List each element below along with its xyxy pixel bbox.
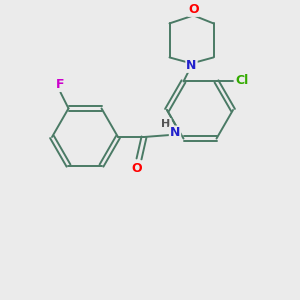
Text: O: O	[132, 161, 142, 175]
Text: N: N	[170, 127, 180, 140]
Text: H: H	[161, 119, 171, 129]
Text: O: O	[188, 3, 199, 16]
Text: N: N	[186, 59, 197, 72]
Text: F: F	[56, 78, 65, 91]
Text: Cl: Cl	[235, 74, 248, 87]
